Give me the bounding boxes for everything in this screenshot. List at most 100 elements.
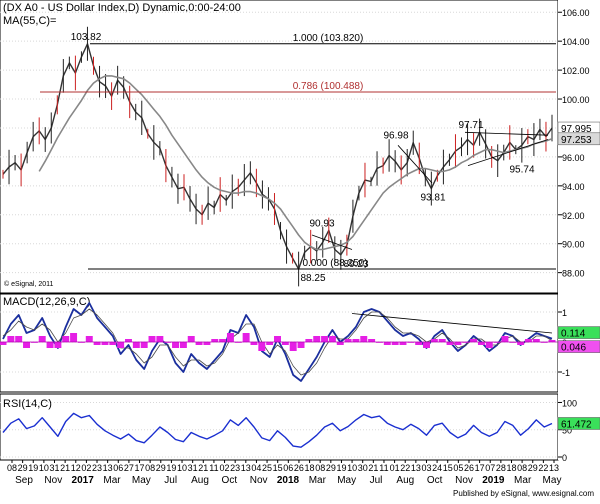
x-month-label: 2017 (72, 475, 95, 486)
footer-credit: Published by eSignal, www.esignal.com (453, 489, 594, 498)
macd-histogram-bar (438, 339, 446, 342)
macd-histogram-bar (454, 342, 462, 345)
macd-histogram-bar (0, 342, 7, 345)
x-day-tick: 25 (262, 463, 272, 473)
x-day-tick: 29 (18, 463, 28, 473)
macd-histogram-bar (109, 342, 117, 345)
macd-histogram-bar (423, 342, 430, 348)
y-tick-label-rsi: 50 (562, 426, 572, 436)
fib-level-label: 0.000 (88.250) (302, 258, 367, 269)
price-annotation: 89.23 (343, 259, 368, 270)
value-badge-rsi (557, 417, 600, 430)
x-day-tick: 06 (113, 463, 123, 473)
x-day-tick: 08 (315, 463, 325, 473)
macd-histogram-bar (415, 342, 423, 345)
label-layer: 88.0090.0092.0094.0096.0098.00100.00102.… (7, 8, 600, 486)
x-day-tick: 21 (368, 463, 378, 473)
x-month-label: Mar (309, 475, 327, 486)
x-month-label: Nov (250, 475, 268, 486)
macd-histogram-bar (203, 342, 211, 345)
x-day-tick: 11 (379, 463, 388, 473)
x-month-label: May (337, 475, 356, 486)
macd-histogram-bar (179, 342, 187, 348)
macd-histogram-bar (219, 339, 227, 342)
price-price-line (2, 43, 553, 270)
macd-histogram-bar (336, 342, 344, 345)
price-annotation: 88.25 (300, 273, 325, 284)
macd-histogram-bar (470, 339, 478, 342)
x-day-tick: 08 (145, 463, 155, 473)
x-month-label: Mar (514, 475, 532, 486)
macd-histogram-bar (430, 339, 438, 342)
x-day-tick: 10 (39, 463, 49, 473)
x-day-tick: 26 (294, 463, 304, 473)
macd-histogram-bar (148, 336, 156, 342)
x-month-label: Jul (164, 475, 177, 486)
macd-histogram-bar (391, 342, 399, 345)
x-month-label: Aug (396, 475, 414, 486)
x-day-tick: 22 (538, 463, 548, 473)
x-day-tick: 15 (443, 463, 453, 473)
x-month-label: Oct (427, 475, 443, 486)
macd-histogram-bar (101, 342, 109, 345)
x-day-tick: 29 (528, 463, 538, 473)
macd-histogram-bar (156, 336, 164, 342)
value-badge-macd (557, 326, 600, 339)
x-month-label: Sep (15, 475, 33, 486)
rsi-panel (0, 393, 559, 461)
macd-histogram-bar (477, 342, 485, 345)
price-annotation: 97.71 (458, 120, 483, 131)
macd-histogram-bar (274, 336, 281, 342)
rsi-rsi-line (2, 412, 553, 448)
x-day-tick: 21 (60, 463, 70, 473)
ma-label: MA(55,C)= (3, 15, 57, 27)
x-day-tick: 15 (273, 463, 283, 473)
macd-histogram-bar (352, 339, 360, 342)
macd-histogram-bar (226, 333, 234, 342)
x-day-tick: 27 (124, 463, 134, 473)
x-month-label: Oct (222, 475, 238, 486)
macd-histogram-bar (93, 342, 101, 345)
value-badge-label-price: 97.253 (561, 135, 592, 146)
y-tick-label-price: 102.00 (562, 66, 590, 76)
x-day-tick: 10 (177, 463, 187, 473)
x-month-label: Mar (103, 475, 121, 486)
macd-histogram-bar (360, 336, 368, 342)
trendline (464, 131, 549, 136)
trendline (467, 139, 549, 166)
x-day-tick: 10 (347, 463, 357, 473)
x-day-tick: 24 (432, 463, 442, 473)
x-day-tick: 13 (411, 463, 421, 473)
macd-histogram-bar (313, 336, 321, 342)
y-tick-label-price: 90.00 (562, 240, 585, 250)
x-day-tick: 04 (251, 463, 261, 473)
macd-signal-line (2, 308, 553, 376)
x-day-tick: 19 (336, 463, 346, 473)
x-day-tick: 13 (103, 463, 113, 473)
x-day-tick: 13 (241, 463, 251, 473)
macd-histogram-bar (250, 342, 258, 345)
macd-histogram-bar (125, 339, 132, 342)
value-badge-macd (557, 340, 600, 353)
y-tick-label-price: 92.00 (562, 211, 585, 221)
fib-level-label: 1.000 (103.820) (293, 33, 364, 44)
y-tick-label-price: 96.00 (562, 153, 585, 163)
x-month-label: May (132, 475, 151, 486)
price-annotation: 90.93 (309, 218, 334, 229)
x-day-tick: 01 (390, 463, 400, 473)
macd-histogram-bar (548, 339, 556, 342)
macd-histogram-bar (289, 342, 297, 351)
macd-histogram-bar (211, 339, 219, 342)
macd-histogram-bar (321, 336, 329, 342)
macd-histogram-bar (485, 342, 493, 348)
x-day-tick: 05 (453, 463, 463, 473)
y-tick-label-macd: 1 (562, 308, 567, 318)
macd-histogram-bar (297, 342, 305, 348)
fib-level-label: 0.786 (100.488) (293, 81, 364, 92)
macd-histogram-bar (524, 339, 532, 342)
macd-histogram-bar (383, 342, 391, 345)
x-day-tick: 17 (135, 463, 145, 473)
macd-histogram-bar (281, 342, 289, 345)
